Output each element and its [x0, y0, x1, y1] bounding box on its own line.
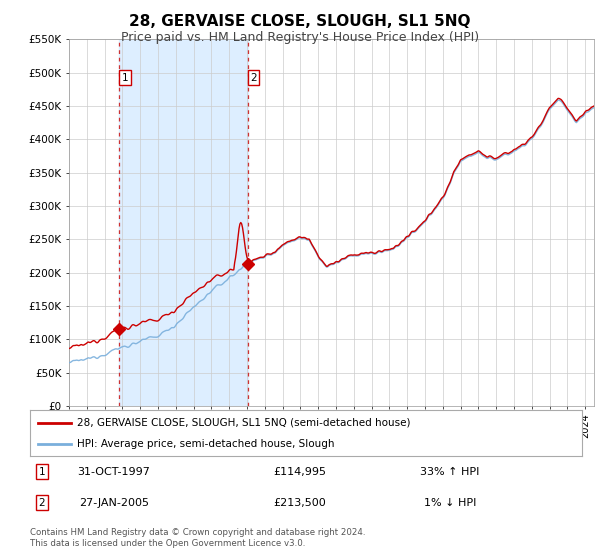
Text: 1: 1	[121, 73, 128, 83]
Text: 31-OCT-1997: 31-OCT-1997	[77, 466, 151, 477]
Text: 28, GERVAISE CLOSE, SLOUGH, SL1 5NQ (semi-detached house): 28, GERVAISE CLOSE, SLOUGH, SL1 5NQ (sem…	[77, 418, 410, 428]
Text: 2: 2	[250, 73, 257, 83]
Text: £114,995: £114,995	[274, 466, 326, 477]
Text: 28, GERVAISE CLOSE, SLOUGH, SL1 5NQ: 28, GERVAISE CLOSE, SLOUGH, SL1 5NQ	[129, 14, 471, 29]
Text: £213,500: £213,500	[274, 498, 326, 508]
Text: 2: 2	[38, 498, 46, 508]
Text: 33% ↑ HPI: 33% ↑ HPI	[421, 466, 479, 477]
Text: HPI: Average price, semi-detached house, Slough: HPI: Average price, semi-detached house,…	[77, 439, 334, 449]
Text: 1: 1	[38, 466, 46, 477]
Text: 1% ↓ HPI: 1% ↓ HPI	[424, 498, 476, 508]
Text: 27-JAN-2005: 27-JAN-2005	[79, 498, 149, 508]
Text: Contains HM Land Registry data © Crown copyright and database right 2024.
This d: Contains HM Land Registry data © Crown c…	[30, 528, 365, 548]
Bar	[119, 39, 248, 406]
Text: Price paid vs. HM Land Registry's House Price Index (HPI): Price paid vs. HM Land Registry's House …	[121, 31, 479, 44]
